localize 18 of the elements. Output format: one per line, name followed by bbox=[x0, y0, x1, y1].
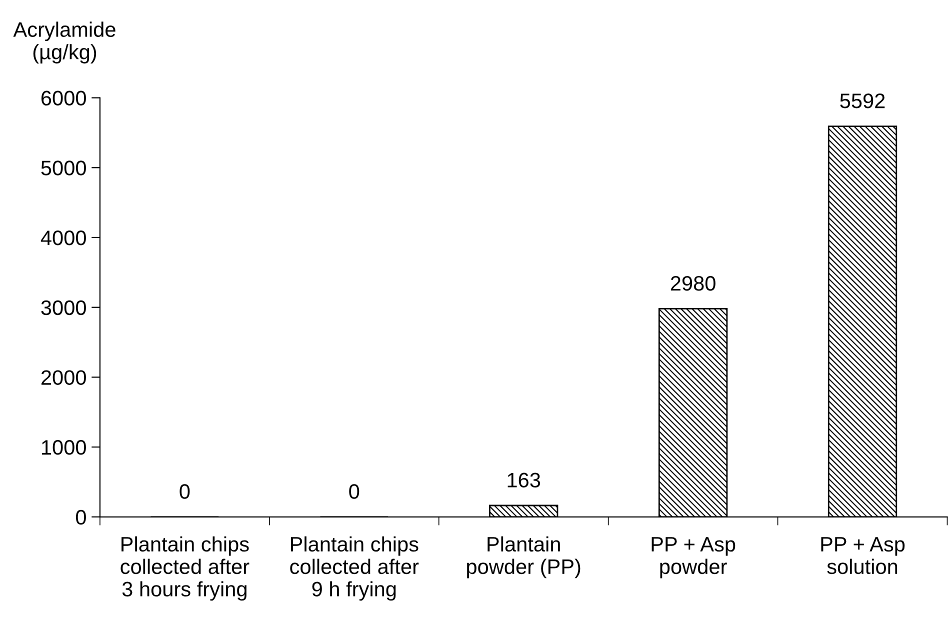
y-tick-label: 5000 bbox=[41, 160, 86, 176]
x-tick-label: Plantain chips collected after 3 hours frying bbox=[120, 536, 250, 601]
y-tick-label: 0 bbox=[76, 510, 86, 525]
x-tick-label: PP + Asp solution bbox=[821, 537, 905, 574]
y-tick-label: 6000 bbox=[41, 90, 86, 106]
y-tick-label: 4000 bbox=[40, 230, 86, 246]
data-label: 2980 bbox=[670, 276, 716, 291]
y-tick-label: 1000 bbox=[42, 440, 86, 455]
y-tick-label: 3000 bbox=[41, 300, 86, 316]
data-label: 0 bbox=[349, 484, 360, 499]
data-label: 5592 bbox=[840, 94, 885, 108]
y-tick-label: 2000 bbox=[41, 370, 86, 385]
data-label: 0 bbox=[180, 484, 190, 499]
x-tick-label: Plantain chips collected after 9 h frying bbox=[290, 536, 419, 601]
x-tick-label: Plantain powder (PP) bbox=[467, 536, 580, 578]
x-tick-label: PP + Asp powder bbox=[652, 537, 736, 578]
y-axis-title: Acrylamide (µg/kg) bbox=[13, 22, 116, 64]
data-label: 163 bbox=[508, 472, 540, 488]
